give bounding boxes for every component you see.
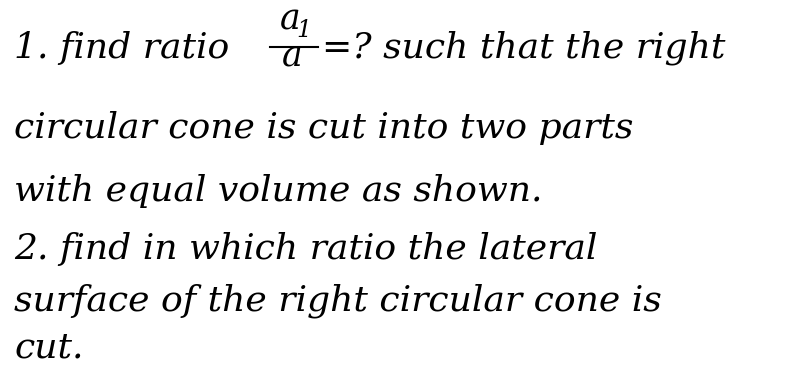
Text: 2. find in which ratio the lateral: 2. find in which ratio the lateral — [14, 231, 598, 266]
Text: a: a — [282, 40, 302, 74]
Text: a: a — [280, 3, 301, 37]
Text: circular cone is cut into two parts: circular cone is cut into two parts — [14, 110, 634, 145]
Text: cut.: cut. — [14, 331, 84, 365]
Text: =? such that the right: =? such that the right — [322, 31, 726, 65]
Text: 1: 1 — [297, 19, 312, 42]
Text: 1. find ratio: 1. find ratio — [14, 31, 241, 65]
Text: with equal volume as shown.: with equal volume as shown. — [14, 174, 543, 208]
Text: surface of the right circular cone is: surface of the right circular cone is — [14, 283, 662, 318]
